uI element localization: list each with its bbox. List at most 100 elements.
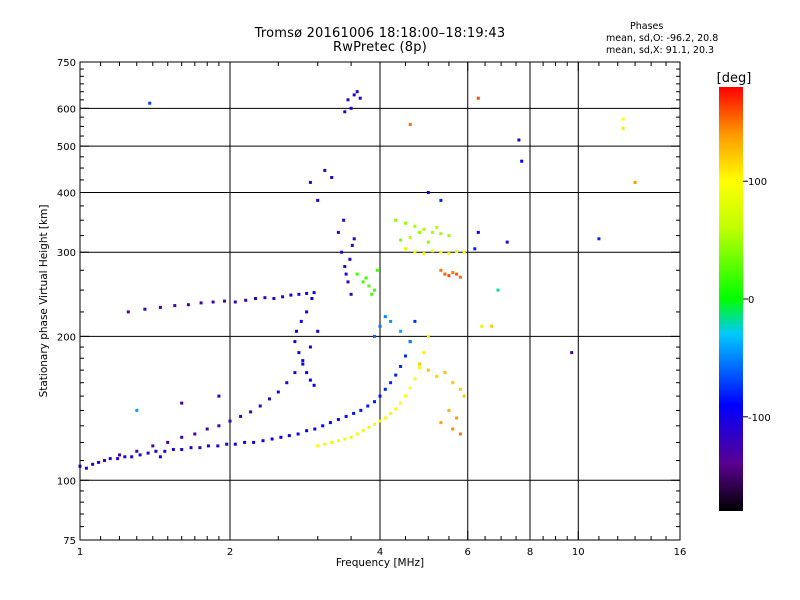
echo-point xyxy=(399,329,403,333)
echo-point xyxy=(439,421,443,425)
echo-point xyxy=(344,414,348,418)
echo-point xyxy=(367,284,371,288)
echo-point xyxy=(621,117,625,121)
echo-point xyxy=(350,243,354,247)
echo-point xyxy=(154,449,158,453)
y-tick-label: 75 xyxy=(63,536,76,547)
echo-point xyxy=(358,96,362,100)
echo-point xyxy=(408,123,412,126)
echo-point xyxy=(308,345,312,349)
echo-point xyxy=(205,427,209,431)
echo-point xyxy=(426,240,430,244)
echo-point xyxy=(355,272,359,276)
echo-point xyxy=(252,440,256,444)
echo-point xyxy=(422,227,426,231)
echo-point xyxy=(289,293,293,297)
echo-point xyxy=(285,381,289,385)
echo-point xyxy=(189,446,193,450)
colorbar-tick-label: 100 xyxy=(748,177,767,188)
echo-point xyxy=(217,424,221,428)
colorbar xyxy=(719,87,743,511)
echo-point xyxy=(462,394,466,398)
echo-point xyxy=(383,387,387,391)
echo-point xyxy=(439,268,443,272)
echo-point xyxy=(447,408,451,412)
echo-point xyxy=(180,435,184,439)
echo-point xyxy=(413,250,417,254)
echo-point xyxy=(186,303,190,307)
echo-point xyxy=(254,297,257,300)
echo-point xyxy=(316,198,320,202)
echo-point xyxy=(496,288,500,292)
echo-point xyxy=(249,410,253,414)
echo-point xyxy=(138,453,142,457)
echo-point xyxy=(151,444,155,448)
echo-point xyxy=(370,292,374,296)
echo-point xyxy=(336,418,340,421)
echo-point xyxy=(355,90,359,94)
x-tick-label: 4 xyxy=(377,547,383,558)
echo-point xyxy=(439,198,443,202)
echo-point xyxy=(418,366,421,370)
echo-point xyxy=(343,437,347,441)
echo-point xyxy=(312,291,316,295)
x-tick-label: 10 xyxy=(572,547,585,558)
echo-point xyxy=(308,378,312,382)
echo-point xyxy=(340,250,344,254)
x-tick-label: 2 xyxy=(227,547,233,558)
echo-point xyxy=(163,449,167,453)
echo-point xyxy=(158,305,162,309)
echo-point xyxy=(597,237,601,241)
x-axis-title: Frequency [MHz] xyxy=(336,557,424,569)
echo-point xyxy=(621,126,625,130)
echo-point xyxy=(349,106,353,110)
echo-point xyxy=(336,439,340,443)
echo-point xyxy=(520,159,524,163)
echo-point xyxy=(228,419,232,423)
echo-point xyxy=(373,288,376,292)
echo-point xyxy=(243,440,247,444)
echo-point xyxy=(355,432,359,436)
x-tick-label: 16 xyxy=(674,547,687,558)
echo-point xyxy=(462,250,466,254)
echo-point xyxy=(476,230,480,234)
echo-point xyxy=(297,292,301,296)
echo-point xyxy=(91,462,95,466)
echo-point xyxy=(225,442,229,446)
echo-point xyxy=(148,101,152,105)
phases-heading: Phases xyxy=(630,21,664,32)
y-tick-label: 400 xyxy=(57,188,76,199)
echo-point xyxy=(143,307,147,311)
echo-point xyxy=(301,359,305,363)
echo-point xyxy=(399,238,403,242)
echo-point xyxy=(349,435,353,439)
echo-point xyxy=(166,440,170,444)
echo-point xyxy=(458,387,462,391)
echo-point xyxy=(451,271,455,275)
echo-point xyxy=(336,230,340,234)
echo-point xyxy=(413,319,417,323)
echo-point xyxy=(447,274,451,278)
colorbar-ticks: 100 0 -100 xyxy=(743,177,771,424)
echo-point xyxy=(346,280,350,284)
colorbar-unit-label: [deg] xyxy=(717,71,752,86)
echo-point xyxy=(316,444,320,448)
echo-point xyxy=(349,292,353,296)
echo-point xyxy=(305,310,309,314)
echo-point xyxy=(346,98,350,102)
echo-point xyxy=(233,300,237,304)
axis-ticks: 1 2 4 6 8 10 16 75 100 200 300 400 500 600 750 xyxy=(57,58,686,558)
y-tick-label: 500 xyxy=(57,142,76,153)
echo-point xyxy=(517,138,521,142)
echo-point xyxy=(404,394,407,398)
echo-point xyxy=(316,329,320,333)
echo-point xyxy=(473,247,477,251)
echo-point xyxy=(455,250,459,253)
echo-point xyxy=(426,334,430,338)
echo-point xyxy=(276,390,280,394)
echo-point xyxy=(323,442,327,446)
echo-point xyxy=(146,451,150,455)
echo-point xyxy=(344,272,348,276)
echo-point xyxy=(193,432,197,436)
